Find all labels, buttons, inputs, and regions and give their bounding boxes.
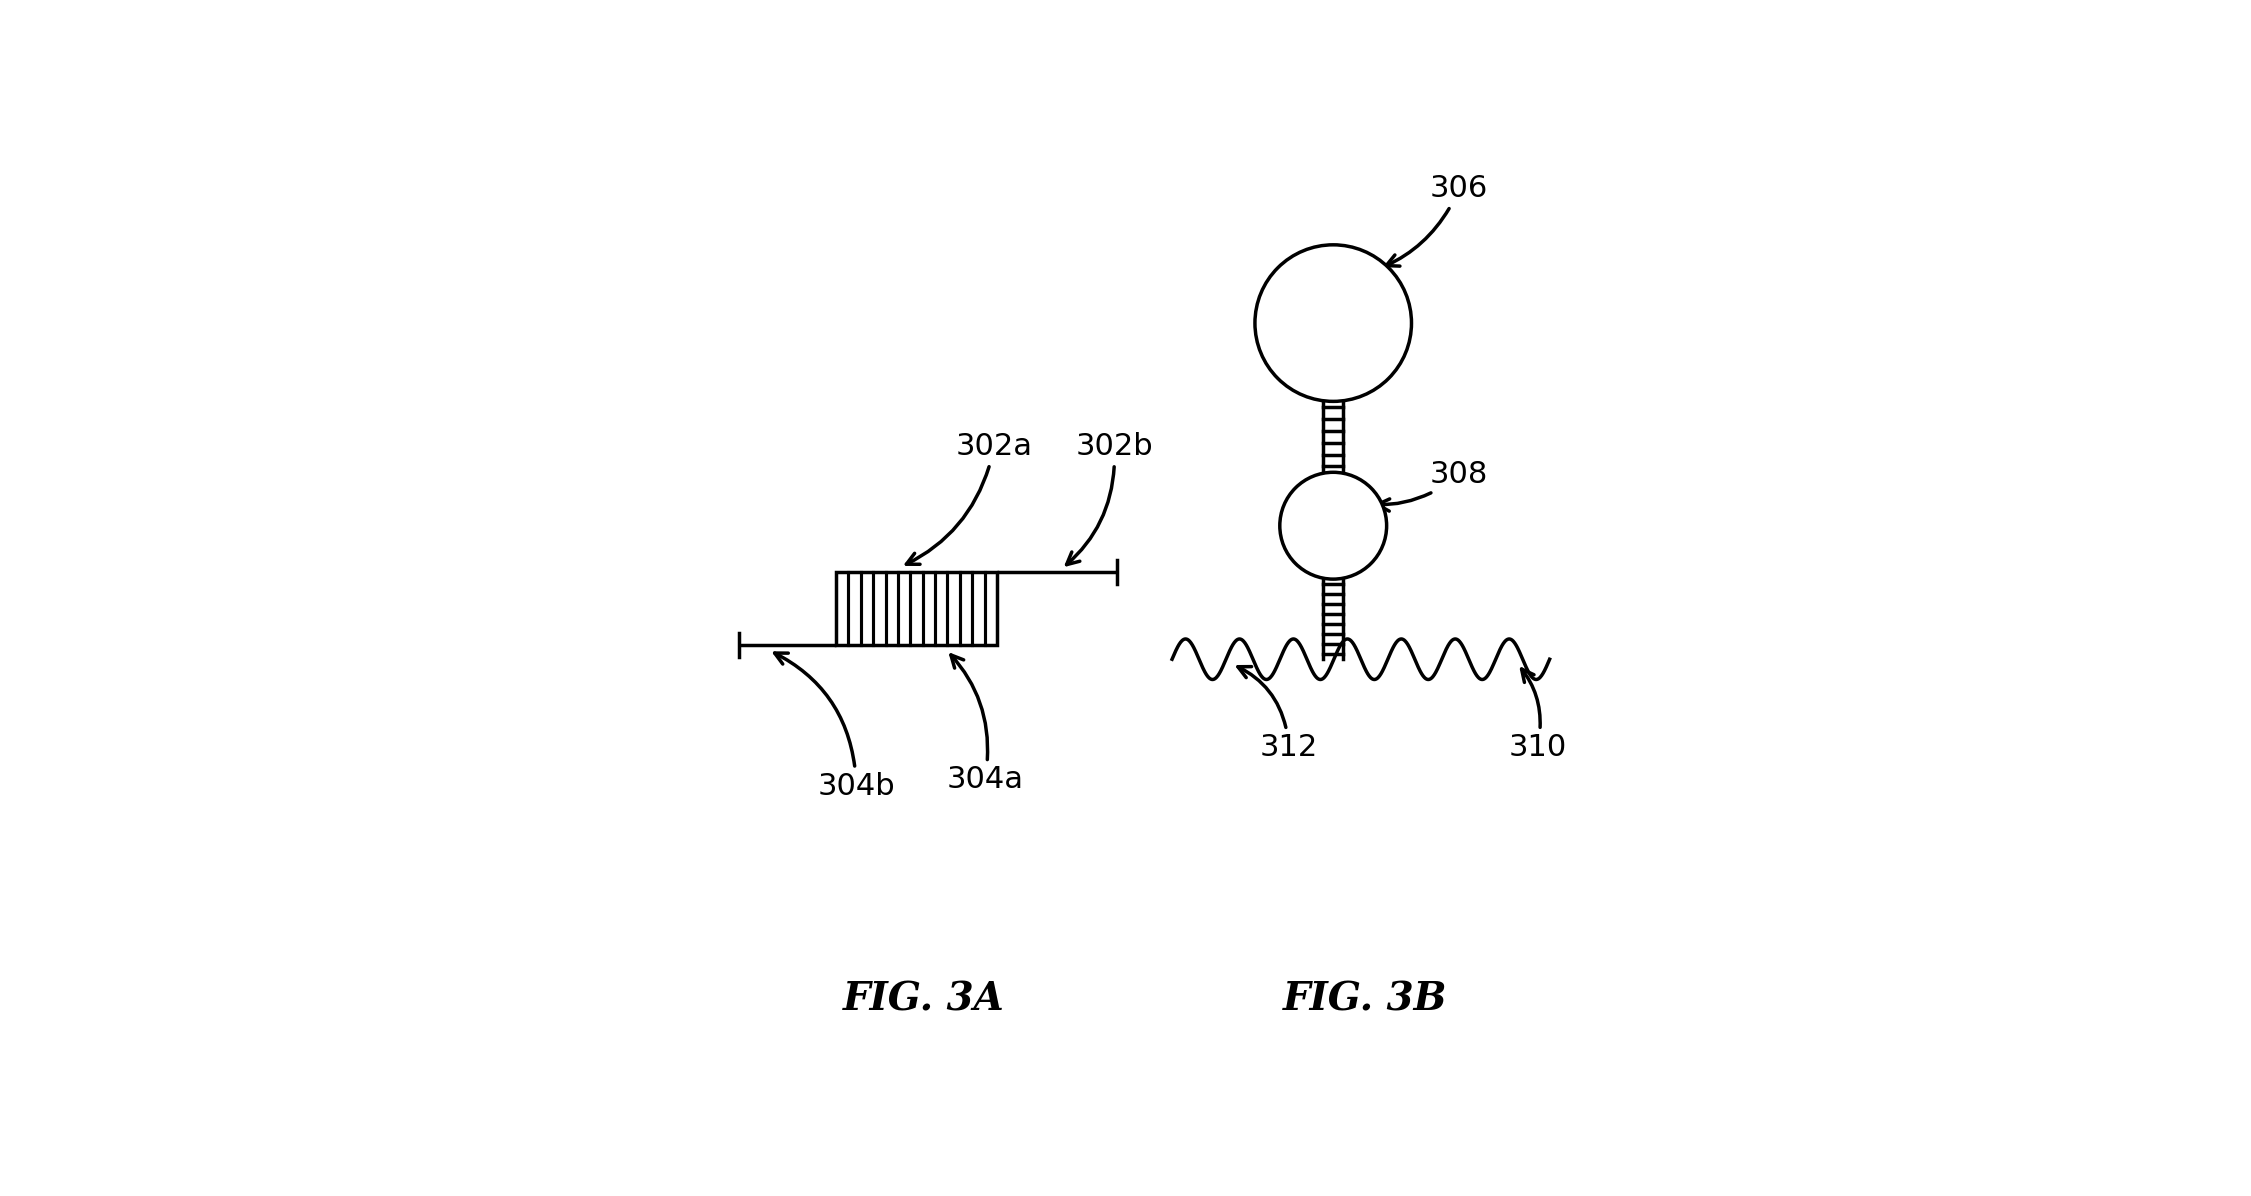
Text: FIG. 3A: FIG. 3A (842, 981, 1004, 1019)
Text: 308: 308 (1378, 460, 1488, 511)
Text: 302a: 302a (907, 432, 1033, 565)
Text: 306: 306 (1387, 175, 1488, 267)
Ellipse shape (1256, 245, 1411, 402)
Text: 304b: 304b (774, 653, 896, 800)
Text: FIG. 3B: FIG. 3B (1283, 981, 1447, 1019)
Text: 304a: 304a (945, 655, 1024, 794)
Ellipse shape (1281, 472, 1387, 579)
Text: 312: 312 (1238, 666, 1317, 762)
Bar (835, 572, 997, 646)
Text: 310: 310 (1508, 669, 1567, 762)
Text: 302b: 302b (1067, 432, 1153, 565)
